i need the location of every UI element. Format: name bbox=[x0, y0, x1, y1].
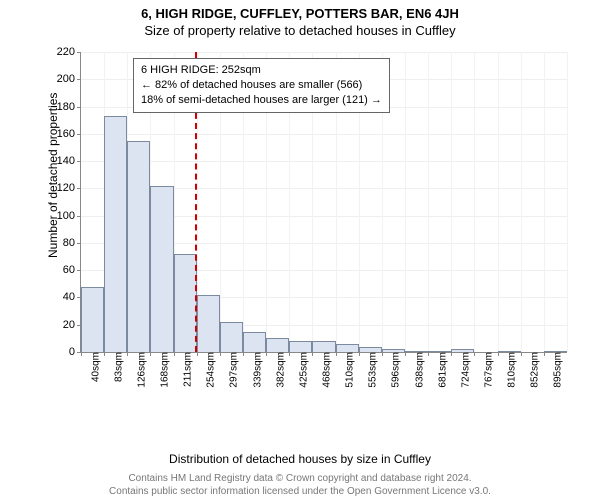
xtick-label: 211sqm bbox=[177, 352, 194, 387]
gridline-h bbox=[81, 134, 567, 135]
histogram-bar bbox=[220, 322, 243, 352]
gridline-v bbox=[405, 52, 406, 352]
gridline-v bbox=[428, 52, 429, 352]
gridline-v bbox=[567, 52, 568, 352]
xtick-mark bbox=[382, 352, 383, 356]
xtick-label: 297sqm bbox=[223, 352, 240, 388]
xtick-mark bbox=[451, 352, 452, 356]
ytick-label: 20 bbox=[63, 319, 81, 331]
footnote-line1: Contains HM Land Registry data © Crown c… bbox=[0, 473, 600, 486]
ytick-label: 140 bbox=[57, 155, 81, 167]
footnote-line2: Contains public sector information licen… bbox=[0, 486, 600, 499]
xtick-mark bbox=[312, 352, 313, 356]
xtick-mark bbox=[289, 352, 290, 356]
xtick-label: 852sqm bbox=[524, 352, 541, 388]
xtick-label: 724sqm bbox=[454, 352, 471, 388]
annotation-line2: ← 82% of detached houses are smaller (56… bbox=[141, 78, 382, 93]
xtick-label: 339sqm bbox=[246, 352, 263, 388]
ytick-label: 180 bbox=[57, 101, 81, 113]
xtick-label: 254sqm bbox=[200, 352, 217, 388]
plot-area: 02040608010012014016018020022040sqm83sqm… bbox=[80, 52, 567, 353]
gridline-h bbox=[81, 52, 567, 53]
histogram-bar bbox=[405, 351, 428, 352]
histogram-bar bbox=[451, 349, 474, 352]
histogram-bar bbox=[336, 344, 359, 352]
histogram-bar bbox=[266, 338, 289, 352]
histogram-bar bbox=[498, 351, 521, 352]
xtick-mark bbox=[266, 352, 267, 356]
xtick-label: 596sqm bbox=[385, 352, 402, 388]
histogram-bar bbox=[81, 287, 104, 352]
ytick-label: 100 bbox=[57, 210, 81, 222]
xtick-mark bbox=[220, 352, 221, 356]
xtick-mark bbox=[359, 352, 360, 356]
xtick-mark bbox=[174, 352, 175, 356]
xtick-mark bbox=[197, 352, 198, 356]
xtick-mark bbox=[81, 352, 82, 356]
histogram-bar bbox=[197, 295, 220, 352]
histogram-bar bbox=[104, 116, 127, 352]
ytick-label: 120 bbox=[57, 182, 81, 194]
histogram-bar bbox=[312, 341, 335, 352]
xtick-label: 382sqm bbox=[269, 352, 286, 388]
xtick-label: 83sqm bbox=[107, 352, 124, 382]
xtick-mark bbox=[428, 352, 429, 356]
histogram-bar bbox=[544, 351, 567, 352]
gridline-h bbox=[81, 161, 567, 162]
chart-title-sub: Size of property relative to detached ho… bbox=[0, 21, 600, 38]
chart-container: Number of detached properties 0204060801… bbox=[40, 48, 580, 408]
xtick-mark bbox=[498, 352, 499, 356]
ytick-label: 0 bbox=[69, 346, 81, 358]
xtick-mark bbox=[474, 352, 475, 356]
xtick-label: 638sqm bbox=[408, 352, 425, 388]
chart-title-main: 6, HIGH RIDGE, CUFFLEY, POTTERS BAR, EN6… bbox=[0, 0, 600, 21]
xtick-label: 468sqm bbox=[316, 352, 333, 388]
annotation-line1: 6 HIGH RIDGE: 252sqm bbox=[141, 63, 382, 78]
xtick-label: 767sqm bbox=[478, 352, 495, 388]
gridline-v bbox=[521, 52, 522, 352]
xtick-mark bbox=[336, 352, 337, 356]
annotation-box: 6 HIGH RIDGE: 252sqm ← 82% of detached h… bbox=[133, 58, 390, 113]
xtick-mark bbox=[127, 352, 128, 356]
gridline-v bbox=[544, 52, 545, 352]
xtick-mark bbox=[104, 352, 105, 356]
histogram-bar bbox=[382, 349, 405, 352]
x-axis-label: Distribution of detached houses by size … bbox=[0, 452, 600, 466]
xtick-label: 681sqm bbox=[431, 352, 448, 388]
ytick-label: 60 bbox=[63, 264, 81, 276]
histogram-bar bbox=[150, 186, 173, 352]
ytick-label: 200 bbox=[57, 73, 81, 85]
histogram-bar bbox=[359, 347, 382, 352]
xtick-mark bbox=[521, 352, 522, 356]
annotation-line3: 18% of semi-detached houses are larger (… bbox=[141, 93, 382, 108]
gridline-v bbox=[451, 52, 452, 352]
histogram-bar bbox=[428, 351, 451, 352]
footnote: Contains HM Land Registry data © Crown c… bbox=[0, 473, 600, 498]
gridline-v bbox=[498, 52, 499, 352]
gridline-v bbox=[474, 52, 475, 352]
xtick-label: 126sqm bbox=[130, 352, 147, 388]
xtick-mark bbox=[243, 352, 244, 356]
ytick-label: 220 bbox=[57, 46, 81, 58]
histogram-bar bbox=[289, 341, 312, 352]
xtick-label: 810sqm bbox=[501, 352, 518, 388]
xtick-mark bbox=[150, 352, 151, 356]
xtick-label: 510sqm bbox=[339, 352, 356, 388]
xtick-mark bbox=[544, 352, 545, 356]
histogram-bar bbox=[174, 254, 197, 352]
xtick-label: 425sqm bbox=[292, 352, 309, 388]
ytick-label: 80 bbox=[63, 237, 81, 249]
histogram-bar bbox=[127, 141, 150, 352]
xtick-label: 40sqm bbox=[84, 352, 101, 382]
ytick-label: 160 bbox=[57, 128, 81, 140]
xtick-label: 168sqm bbox=[154, 352, 171, 388]
xtick-mark bbox=[405, 352, 406, 356]
ytick-label: 40 bbox=[63, 291, 81, 303]
y-axis-label: Number of detached properties bbox=[46, 93, 60, 258]
xtick-label: 895sqm bbox=[547, 352, 564, 388]
xtick-label: 553sqm bbox=[362, 352, 379, 388]
histogram-bar bbox=[243, 332, 266, 352]
